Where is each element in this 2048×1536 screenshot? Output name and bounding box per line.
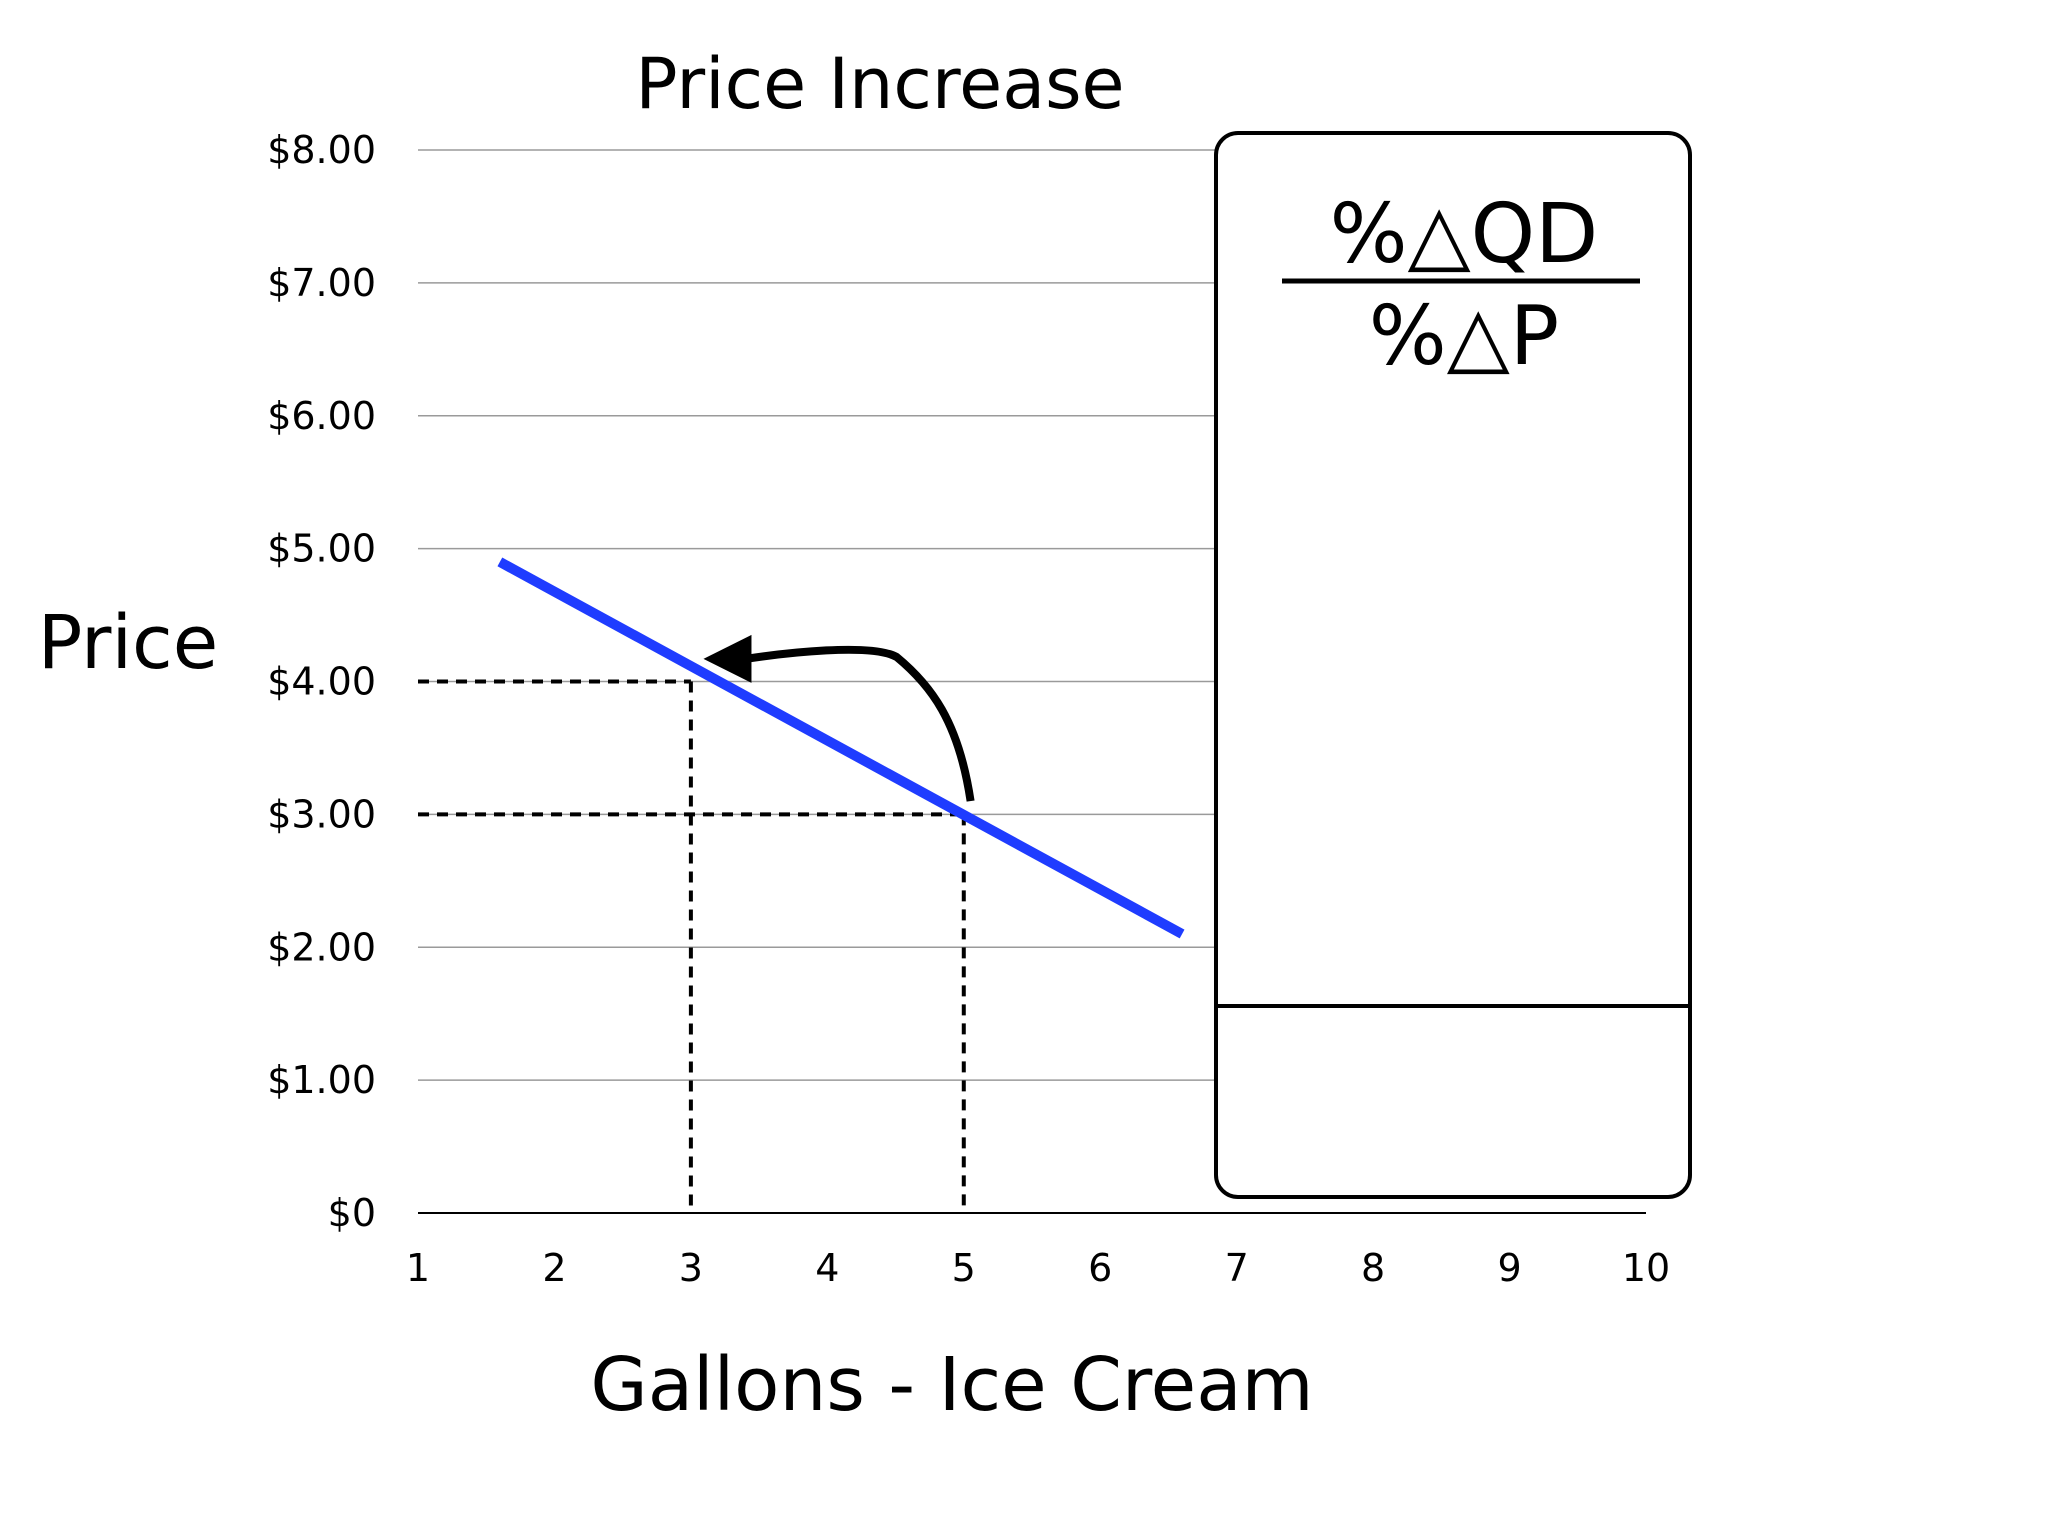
y-tick-label: $5.00: [267, 527, 376, 571]
x-tick-label: 5: [952, 1246, 976, 1290]
y-tick-label: $6.00: [267, 394, 376, 438]
x-tick-label: 4: [815, 1246, 839, 1290]
y-tick-label: $1.00: [267, 1058, 376, 1102]
formula-numerator: %△QD: [1330, 187, 1599, 282]
y-tick-label: $8.00: [267, 128, 376, 172]
movement-arrow: [744, 645, 975, 802]
y-tick-label: $0: [328, 1191, 376, 1235]
y-tick-label: $2.00: [267, 925, 376, 969]
demand-curve: [497, 557, 1185, 939]
y-tick-labels: $0 $1.00 $2.00 $3.00 $4.00 $5.00 $6.00 $7.00 $8.…: [267, 128, 376, 1235]
x-tick-label: 9: [1497, 1246, 1521, 1290]
y-tick-label: $7.00: [267, 261, 376, 305]
y-tick-label: $4.00: [267, 660, 376, 704]
x-tick-label: 2: [542, 1246, 566, 1290]
gridlines: [418, 149, 1646, 1214]
dashed-guides: [418, 679, 966, 1213]
chart-title: Price Increase: [635, 43, 1124, 125]
x-tick-label: 1: [406, 1246, 430, 1290]
formula-box: %△QD %△P: [1214, 131, 1692, 1199]
x-tick-label: 7: [1225, 1246, 1249, 1290]
arrowhead-icon: [703, 634, 752, 683]
formula-denominator: %△P: [1369, 289, 1559, 384]
x-tick-label: 6: [1088, 1246, 1112, 1290]
x-tick-label: 8: [1361, 1246, 1385, 1290]
x-axis-title: Gallons - Ice Cream: [590, 1342, 1313, 1428]
x-tick-label: 10: [1622, 1246, 1670, 1290]
x-tick-labels: 1 2 3 4 5 6 7 8 9 10: [406, 1246, 1670, 1290]
x-tick-label: 3: [679, 1246, 703, 1290]
formula-box-frame: [1214, 131, 1692, 1199]
y-axis-title: Price: [38, 600, 219, 686]
y-tick-label: $3.00: [267, 792, 376, 836]
